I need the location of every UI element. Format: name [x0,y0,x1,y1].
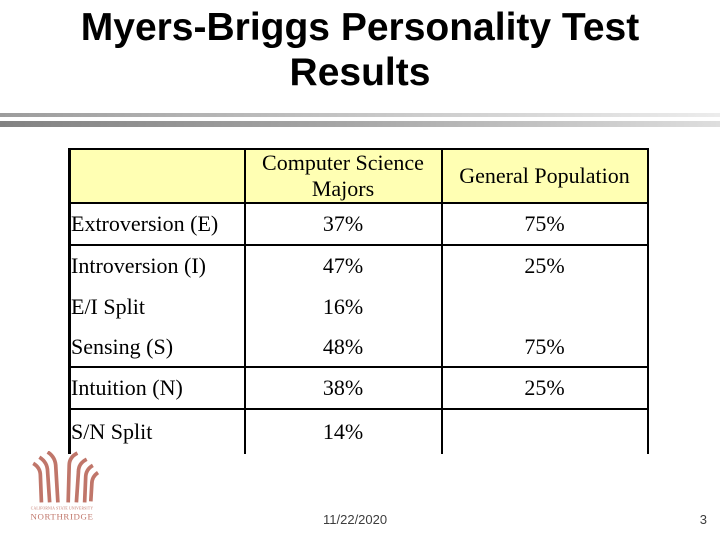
page-number: 3 [699,512,707,527]
value-intuition-cs: 38% [244,367,443,410]
results-table: Computer Science Majors General Populati… [68,148,649,454]
value-sn-split-cs: 14% [244,409,443,454]
table-row: Intuition (N) 38% 25% [69,367,649,410]
csun-logo-graphic: CALIFORNIA STATE UNIVERSITY NORTHRIDGE [30,451,100,521]
title-divider-bar-top [0,113,720,117]
value-ei-split-gen [441,286,649,327]
table-row: E/I Split 16% [69,286,649,327]
row-label-intuition: Intuition (N) [69,367,246,410]
header-cell-blank [69,149,246,204]
value-extroversion-cs: 37% [244,203,443,246]
value-ei-split-cs: 16% [244,286,443,327]
row-label-introversion: Introversion (I) [69,245,246,286]
table-row: Sensing (S) 48% 75% [69,327,649,368]
title-divider-bar-bottom [0,121,720,127]
row-label-sn-split: S/N Split [69,409,246,454]
table-row: S/N Split 14% [69,409,649,454]
value-introversion-gen: 25% [441,245,649,286]
value-intuition-gen: 25% [441,367,649,410]
slide-title: Myers-Briggs Personality Test Results [0,5,720,95]
table-row: Extroversion (E) 37% 75% [69,203,649,246]
csun-logo: CALIFORNIA STATE UNIVERSITY NORTHRIDGE [24,451,100,523]
value-sensing-cs: 48% [244,327,443,368]
table-row: Introversion (I) 47% 25% [69,245,649,286]
row-label-ei-split: E/I Split [69,286,246,327]
header-cell-general-population: General Population [441,149,649,204]
logo-columns-icon [32,451,100,503]
row-label-sensing: Sensing (S) [69,327,246,368]
slide-title-line2: Results [289,51,431,94]
footer-date: 11/22/2020 [323,512,388,527]
logo-institution-text: CALIFORNIA STATE UNIVERSITY [31,507,94,511]
value-sensing-gen: 75% [441,327,649,368]
header-cell-cs-majors: Computer Science Majors [244,149,443,204]
value-sn-split-gen [441,409,649,454]
row-label-extroversion: Extroversion (E) [69,203,246,246]
value-introversion-cs: 47% [244,245,443,286]
value-extroversion-gen: 75% [441,203,649,246]
table-header-row: Computer Science Majors General Populati… [69,149,649,204]
logo-campus-text: NORTHRIDGE [30,511,93,521]
slide-title-line1: Myers-Briggs Personality Test [80,6,640,49]
